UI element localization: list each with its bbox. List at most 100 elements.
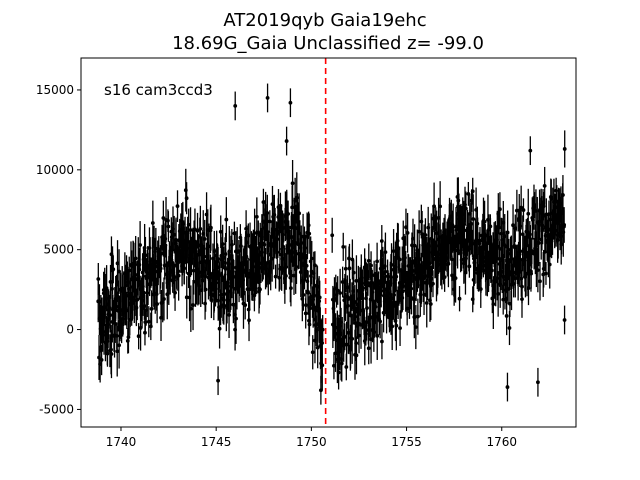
data-point [191, 268, 196, 273]
data-point [267, 219, 272, 224]
data-point [252, 231, 257, 235]
data-point [273, 274, 278, 279]
data-point [126, 335, 131, 340]
data-point [471, 217, 476, 221]
data-point [265, 96, 270, 100]
data-point [293, 198, 298, 203]
data-point [378, 319, 383, 324]
data-point [247, 318, 251, 323]
data-point [318, 388, 323, 393]
data-point [195, 228, 200, 233]
data-point [548, 217, 553, 222]
data-point [172, 232, 177, 237]
y-tick-label: 15000 [36, 83, 74, 97]
data-point [155, 302, 160, 306]
data-point [335, 288, 340, 293]
data-point [504, 314, 509, 318]
data-point [217, 326, 222, 331]
data-point [166, 224, 171, 229]
data-point [224, 217, 229, 222]
data-point [506, 251, 511, 256]
data-point [258, 287, 262, 292]
data-point [297, 211, 302, 216]
data-point [315, 345, 320, 350]
data-point [309, 256, 314, 261]
data-point [423, 233, 428, 237]
plot-frame [80, 57, 577, 428]
data-point [173, 290, 177, 295]
data-point [163, 243, 168, 248]
y-tick-label: -5000 [39, 402, 74, 416]
data-point [203, 287, 208, 292]
data-point [149, 306, 154, 311]
data-point [446, 261, 451, 266]
x-tick-label: 1750 [296, 435, 327, 449]
data-point [354, 353, 359, 358]
data-point [332, 363, 336, 368]
data-point [188, 228, 193, 232]
data-point [117, 343, 122, 348]
data-point [511, 223, 515, 228]
data-point [317, 295, 322, 300]
data-point [507, 326, 512, 330]
data-point [514, 208, 519, 213]
data-point [343, 266, 348, 271]
data-point [394, 323, 399, 328]
data-point [482, 219, 487, 224]
data-point [519, 205, 524, 210]
data-point [117, 269, 121, 274]
data-point [404, 225, 408, 230]
data-point [99, 358, 104, 362]
data-point [350, 336, 355, 341]
data-point [413, 325, 418, 329]
data-point [310, 350, 315, 355]
data-point [375, 333, 380, 338]
data-point [330, 233, 335, 238]
data-point [501, 297, 506, 302]
data-point [125, 338, 130, 343]
data-point [428, 302, 433, 306]
data-point [391, 249, 396, 254]
data-point [96, 277, 101, 281]
data-point [431, 281, 435, 286]
data-point [505, 385, 510, 389]
data-point [354, 278, 359, 283]
data-point [528, 148, 533, 153]
data-point [306, 290, 311, 295]
data-point [366, 346, 371, 351]
data-point [411, 236, 415, 241]
data-point [357, 333, 361, 338]
data-point [380, 339, 384, 344]
data-point [542, 183, 547, 188]
data-point [220, 242, 225, 246]
data-point [424, 301, 429, 305]
data-point [320, 363, 325, 368]
data-point [544, 271, 548, 276]
data-point [281, 244, 286, 249]
data-point [415, 314, 420, 319]
y-tick-label: 0 [66, 323, 74, 337]
data-point [188, 306, 193, 311]
data-point [347, 266, 352, 271]
data-point [462, 228, 467, 233]
data-point [390, 324, 395, 329]
data-point [470, 189, 475, 194]
data-point [383, 269, 388, 274]
data-point [105, 351, 110, 356]
data-point [562, 222, 567, 227]
data-points-layer [96, 83, 567, 405]
data-point [313, 263, 317, 268]
chart-title-line-2: 18.69G_Gaia Unclassified z= -99.0 [172, 33, 484, 54]
data-point [379, 239, 384, 243]
data-point [138, 243, 143, 247]
data-point [147, 246, 152, 250]
data-point [351, 270, 356, 275]
data-point [365, 306, 369, 310]
data-point [198, 227, 203, 231]
data-point [432, 204, 437, 209]
data-point [496, 291, 501, 296]
data-point [294, 265, 299, 269]
data-point [478, 238, 482, 243]
data-point [209, 225, 213, 230]
